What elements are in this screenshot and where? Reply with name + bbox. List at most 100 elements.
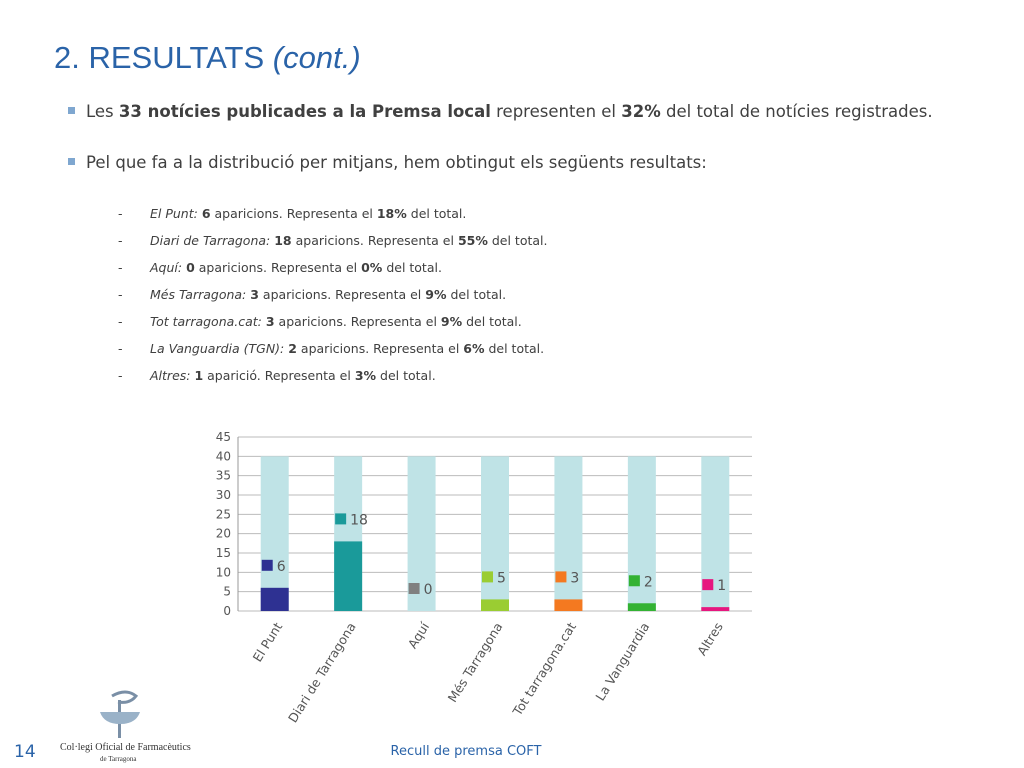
x-tick-label: Tot tarragona.cat: [509, 620, 579, 720]
label-swatch: [555, 571, 567, 583]
label-swatch: [628, 575, 640, 587]
value-label: 18: [350, 512, 368, 528]
text-run: del total.: [446, 287, 507, 302]
sub-item: Aquí: 0 aparicions. Representa el 0% del…: [118, 260, 442, 275]
sub-item: Diari de Tarragona: 18 aparicions. Repre…: [118, 233, 548, 248]
text-run: 3: [250, 287, 259, 302]
bullet: Les 33 notícies publicades a la Premsa l…: [68, 99, 960, 124]
text-run: 18: [274, 233, 292, 248]
text-run: 3%: [354, 368, 377, 383]
text-run: 0: [186, 260, 195, 275]
x-tick-label: Altres: [694, 620, 726, 658]
sub-item: Altres: 1 aparició. Representa el 3% del…: [118, 368, 436, 383]
label-swatch: [482, 571, 493, 583]
sub-item: La Vanguardia (TGN): 2 aparicions. Repre…: [118, 341, 545, 356]
text-run: 9%: [440, 314, 463, 329]
text-run: 55%: [457, 233, 488, 248]
text-run: Més Tarragona:: [150, 287, 251, 302]
text-run: 32%: [621, 102, 661, 121]
text-run: 33 notícies publicades a la Premsa local: [118, 102, 491, 121]
logo: [100, 690, 140, 738]
page-number: 14: [14, 742, 36, 762]
label-swatch: [702, 579, 714, 591]
text-run: aparicions. Representa el: [194, 260, 362, 275]
text-run: representen el: [490, 102, 622, 121]
bar: [554, 456, 583, 611]
text-run: del total de notícies registrades.: [660, 102, 933, 121]
text-run: del total.: [487, 233, 548, 248]
text-run: 18%: [376, 206, 407, 221]
text-run: 6%: [463, 341, 485, 356]
text-run: aparicions. Representa el: [296, 341, 464, 356]
x-tick-label: La Vanguardia: [592, 620, 652, 704]
y-tick-label: 25: [216, 507, 231, 521]
x-tick-label: Aquí: [405, 619, 433, 651]
bar: [260, 456, 289, 611]
text-run: aparicions. Representa el: [258, 287, 426, 302]
text-run: 9%: [425, 287, 447, 302]
footer-text: Recull de premsa COFT: [391, 744, 542, 759]
text-run: Les: [86, 102, 119, 121]
text-run: Altres:: [150, 368, 195, 383]
text-run: 0%: [361, 260, 383, 275]
sub-item: Més Tarragona: 3 aparicions. Representa …: [118, 287, 507, 302]
text-run: La Vanguardia (TGN):: [150, 341, 289, 356]
bar: [260, 587, 289, 611]
bullet: Pel que fa a la distribució per mitjans,…: [68, 150, 960, 175]
sub-item: El Punt: 6 aparicions. Representa el 18%…: [118, 206, 467, 221]
text-run: aparicions. Representa el: [210, 206, 377, 221]
value-label: 2: [644, 574, 653, 590]
text-run: del total.: [406, 206, 467, 221]
y-tick-label: 5: [223, 585, 231, 599]
text-run: del total.: [462, 314, 522, 329]
y-tick-label: 40: [216, 449, 231, 463]
bar: [554, 599, 583, 611]
text-run: aparició. Representa el: [203, 368, 355, 383]
x-tick-label: Diari de Tarragona: [285, 620, 359, 726]
y-tick-label: 15: [216, 546, 231, 560]
bar: [627, 603, 656, 611]
text-run: Aquí:: [150, 260, 187, 275]
text-run: Tot tarragona.cat:: [150, 314, 266, 329]
title: 2. RESULTATS (cont.): [54, 40, 361, 76]
y-tick-label: 45: [216, 430, 231, 444]
bar: [481, 456, 509, 611]
sub-item: Tot tarragona.cat: 3 aparicions. Represe…: [118, 314, 522, 329]
x-tick-label: Més Tarragona: [445, 620, 506, 705]
bar: [334, 541, 363, 611]
text-run: 2: [288, 341, 297, 356]
label-swatch: [261, 559, 273, 571]
y-tick-label: 30: [216, 488, 231, 502]
text-run: El Punt:: [150, 206, 202, 221]
label-swatch: [335, 513, 347, 525]
x-tick-label: El Punt: [250, 620, 286, 665]
value-label: 6: [277, 559, 286, 575]
text-run: del total.: [382, 260, 442, 275]
text-run: 3: [265, 314, 275, 329]
logo-subtext: de Tarragona: [100, 755, 137, 763]
value-label: 0: [424, 582, 433, 598]
bar: [481, 599, 509, 611]
y-tick-label: 35: [216, 469, 231, 483]
logo-text: Col·legi Oficial de Farmacèutics: [60, 742, 191, 753]
label-swatch: [408, 583, 420, 594]
y-tick-label: 10: [216, 565, 231, 579]
text-run: aparicions. Representa el: [291, 233, 458, 248]
text-run: 1: [194, 368, 204, 383]
title-text: 2. RESULTATS: [54, 40, 265, 75]
value-label: 1: [717, 578, 726, 594]
y-tick-label: 20: [216, 527, 231, 541]
text-run: Diari de Tarragona:: [150, 233, 275, 248]
bar: [701, 607, 730, 611]
text-run: del total.: [484, 341, 545, 356]
text-run: 6: [201, 206, 211, 221]
title-suffix: (cont.): [272, 40, 361, 75]
value-label: 5: [497, 570, 506, 586]
text-run: Pel que fa a la distribució per mitjans,…: [86, 153, 707, 172]
y-tick-label: 0: [223, 604, 231, 618]
value-label: 3: [570, 570, 579, 586]
text-run: del total.: [376, 368, 436, 383]
text-run: aparicions. Representa el: [274, 314, 441, 329]
